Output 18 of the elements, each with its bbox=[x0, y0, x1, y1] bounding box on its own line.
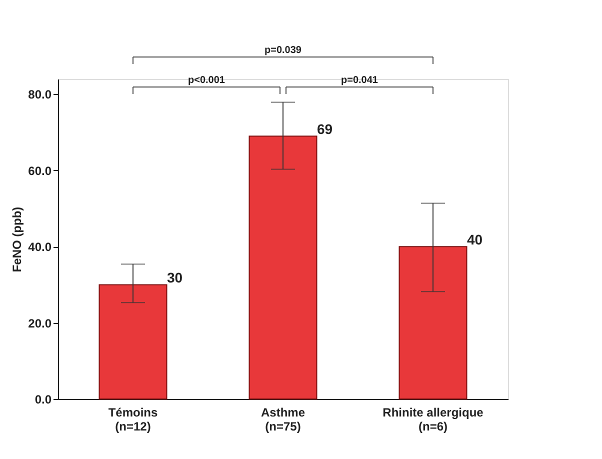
data-label: 30 bbox=[167, 270, 183, 286]
annotation: p<0.001 bbox=[188, 75, 226, 86]
x-tick-label: Asthme (n=75) bbox=[260, 406, 306, 434]
bar bbox=[248, 136, 318, 400]
x-tick-label: Témoins (n=12) bbox=[108, 406, 158, 434]
y-tick-label: 20.0 bbox=[28, 316, 52, 330]
data-label: 69 bbox=[317, 121, 333, 138]
y-tick-label: 80.0 bbox=[28, 88, 52, 102]
bar bbox=[398, 246, 468, 400]
annotation: p=0.041 bbox=[341, 75, 378, 86]
data-label: 40 bbox=[467, 232, 483, 248]
y-tick-label: 60.0 bbox=[28, 164, 52, 178]
x-tick-label: Rhinite allergique (n=6) bbox=[382, 406, 484, 434]
y-axis-title: FeNO (ppb) bbox=[10, 206, 24, 272]
text: p=0.039 bbox=[264, 45, 302, 56]
y-tick-label: 40.0 bbox=[28, 240, 52, 254]
bar bbox=[98, 284, 168, 400]
y-tick-label: 0.0 bbox=[34, 392, 52, 406]
